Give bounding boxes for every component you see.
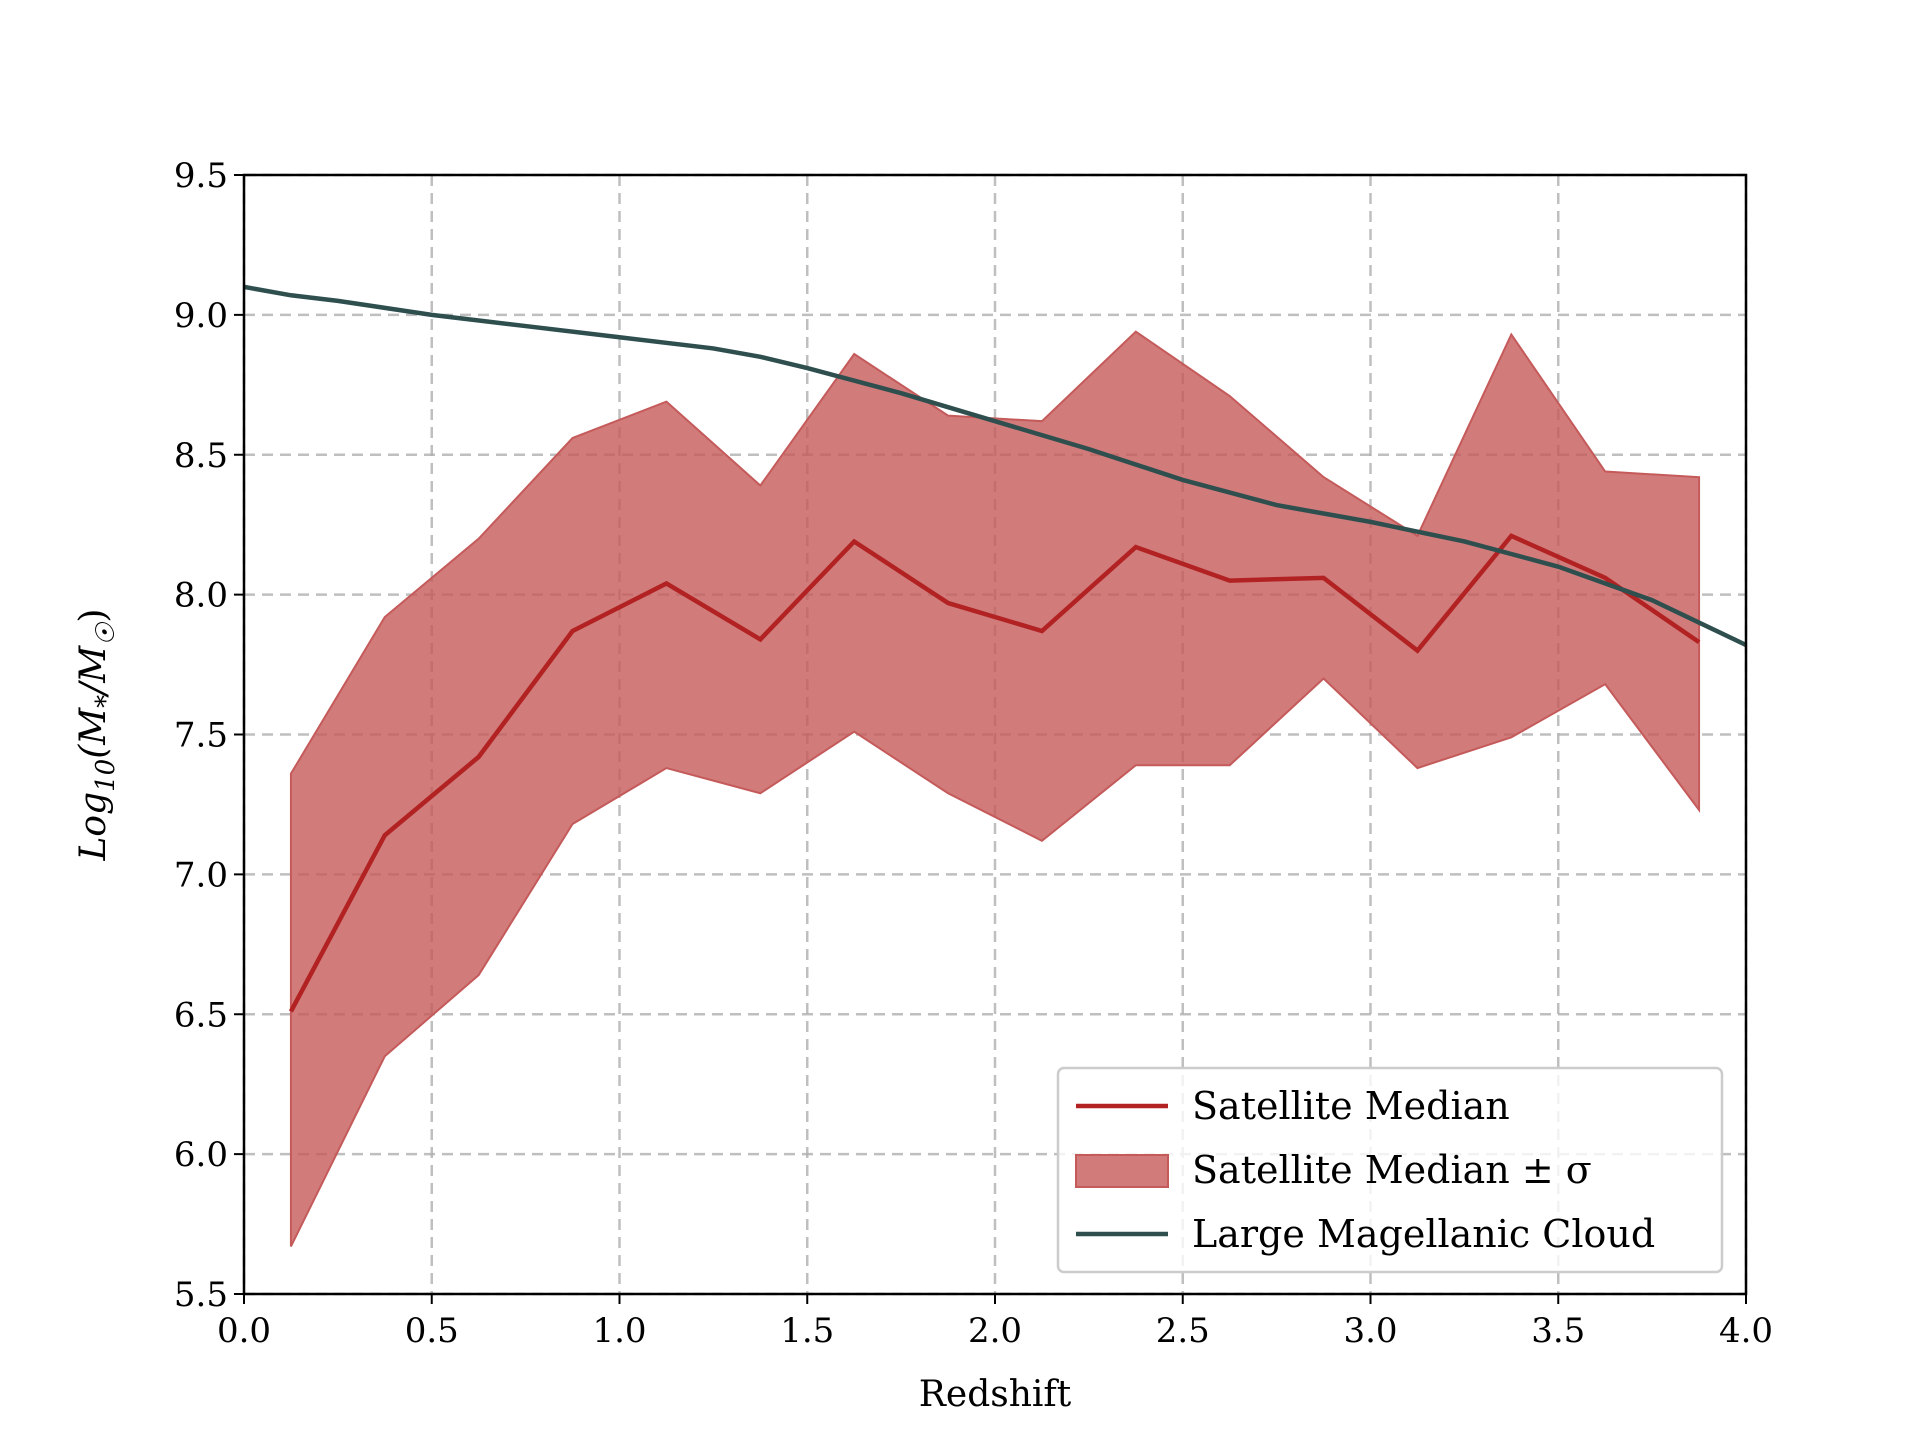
y-tick-label: 7.0 [174,855,228,895]
legend: Satellite Median Satellite Median ± σ Larg… [1056,1066,1724,1274]
x-tick-label: 3.5 [1531,1311,1585,1351]
y-axis-label: Log10(M*/M☉) [73,609,121,862]
legend-label: Satellite Median [1192,1084,1510,1128]
y-tick-label: 9.0 [174,296,228,336]
y-axis-label-part: /M [73,645,114,698]
band-satellite-median-sigma [289,330,1701,1247]
legend-box [1056,1066,1724,1274]
x-tick-label: 0.0 [217,1311,271,1351]
y-tick-label: 6.0 [174,1135,228,1175]
y-ticks: 5.5 6.0 6.5 7.0 7.5 8.0 8.5 9.0 9.5 [174,156,244,1315]
legend-label: Satellite Median ± σ [1192,1148,1592,1192]
y-tick-label: 8.5 [174,436,228,476]
x-tick-label: 1.5 [780,1311,834,1351]
y-tick-label: 6.5 [174,995,228,1035]
y-axis-label-part: ☉ [91,621,121,646]
x-ticks: 0.0 0.5 1.0 1.5 2.0 2.5 3.0 3.5 4.0 [217,1294,1773,1351]
x-tick-label: 4.0 [1719,1311,1773,1351]
x-tick-label: 0.5 [405,1311,459,1351]
series-line-large-magellanic-cloud [243,284,1747,648]
y-tick-label: 8.0 [174,576,228,616]
y-axis-label-part: (M [73,707,114,759]
x-tick-label: 3.0 [1343,1311,1397,1351]
y-axis-label-part: 10 [91,759,121,792]
band-layer [289,330,1701,1247]
x-tick-label: 2.0 [968,1311,1022,1351]
y-axis-label-part: * [91,695,121,708]
y-axis-label-part: Log [73,792,114,862]
x-axis-label: Redshift [919,1374,1072,1415]
y-tick-label: 7.5 [174,716,228,756]
x-tick-label: 1.0 [592,1311,646,1351]
legend-label: Large Magellanic Cloud [1192,1212,1655,1256]
x-tick-label: 2.5 [1156,1311,1210,1351]
legend-swatch-band [1075,1154,1169,1188]
legend-items: Satellite Median Satellite Median ± σ Larg… [1075,1084,1655,1256]
line-layer [243,284,1747,1013]
series-line-satellite-median [288,533,1701,1013]
y-tick-label: 9.5 [174,156,228,196]
y-tick-label: 5.5 [174,1275,228,1315]
y-axis-label-part: ) [73,609,114,623]
